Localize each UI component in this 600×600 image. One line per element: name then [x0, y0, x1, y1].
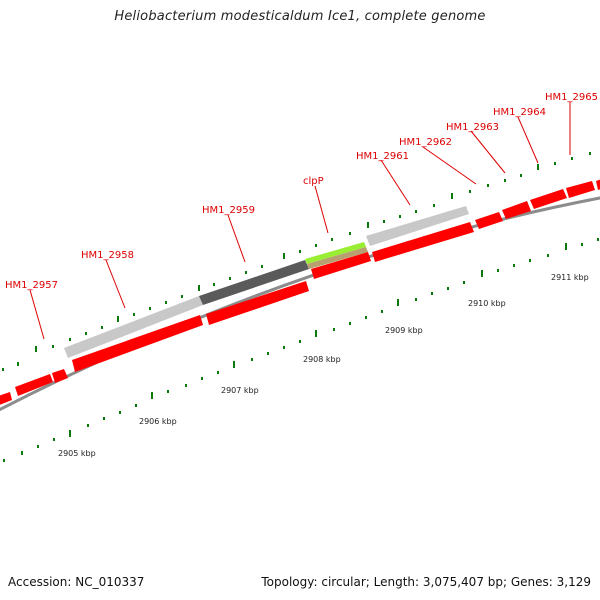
gene-arrow-hm1-2958[interactable]: [64, 296, 203, 358]
kbp-label-2907: 2907 kbp: [221, 386, 259, 395]
cds-arrow-12[interactable]: [596, 178, 600, 190]
label-leaders: [29, 102, 571, 340]
gene-arrow-hm1-2959[interactable]: [199, 260, 309, 305]
gene-label-clpP[interactable]: clpP: [303, 176, 324, 187]
kbp-labels: 2905 kbp 2906 kbp 2907 kbp 2908 kbp 2909…: [58, 273, 589, 458]
cds-arrow-8[interactable]: [475, 212, 503, 229]
cds-arrow-9[interactable]: [502, 201, 531, 219]
map-title: Heliobacterium modesticaldum Ice1, compl…: [114, 9, 486, 24]
kbp-label-2905: 2905 kbp: [58, 449, 96, 458]
cds-arrow-7[interactable]: [372, 222, 474, 262]
gene-label-hm1-2964[interactable]: HM1_2964: [493, 107, 546, 118]
cds-arrow-11[interactable]: [566, 181, 595, 198]
kbp-label-2906: 2906 kbp: [139, 417, 177, 426]
cds-arrow-4[interactable]: [72, 315, 203, 372]
cds-arrow-10[interactable]: [530, 189, 567, 209]
gene-arrow-clpP[interactable]: [305, 242, 366, 264]
cds-arrow-5[interactable]: [206, 281, 309, 325]
gene-arrow-clpP-lower[interactable]: [307, 247, 368, 269]
kbp-label-2908: 2908 kbp: [303, 355, 341, 364]
cds-arrow-6[interactable]: [311, 252, 371, 279]
gene-labels: HM1_2957 HM1_2958 HM1_2959 clpP HM1_2961…: [5, 92, 598, 291]
gene-label-hm1-2958[interactable]: HM1_2958: [81, 250, 134, 261]
gene-label-hm1-2961[interactable]: HM1_2961: [356, 151, 409, 162]
cds-arrow-3[interactable]: [52, 369, 68, 383]
reverse-gene-track: [64, 206, 469, 358]
kbp-label-2909: 2909 kbp: [385, 326, 423, 335]
gene-label-hm1-2959[interactable]: HM1_2959: [202, 205, 255, 216]
kbp-label-2911: 2911 kbp: [551, 273, 589, 282]
gene-label-hm1-2963[interactable]: HM1_2963: [446, 122, 499, 133]
lower-tick-row: [3, 238, 599, 462]
gene-label-hm1-2965[interactable]: HM1_2965: [545, 92, 598, 103]
upper-tick-row: [2, 152, 591, 371]
gene-label-hm1-2957[interactable]: HM1_2957: [5, 280, 58, 291]
gene-label-hm1-2962[interactable]: HM1_2962: [399, 137, 452, 148]
backbone-track: [0, 196, 600, 412]
accession-text: Accession: NC_010337: [8, 575, 145, 589]
kbp-label-2910: 2910 kbp: [468, 299, 506, 308]
gene-arrow-hm1-2961[interactable]: [366, 206, 469, 246]
forward-cds-track: [0, 178, 600, 406]
genome-summary-text: Topology: circular; Length: 3,075,407 bp…: [261, 575, 591, 589]
cds-arrow-2[interactable]: [15, 374, 53, 396]
cds-arrow-1[interactable]: [0, 392, 12, 406]
